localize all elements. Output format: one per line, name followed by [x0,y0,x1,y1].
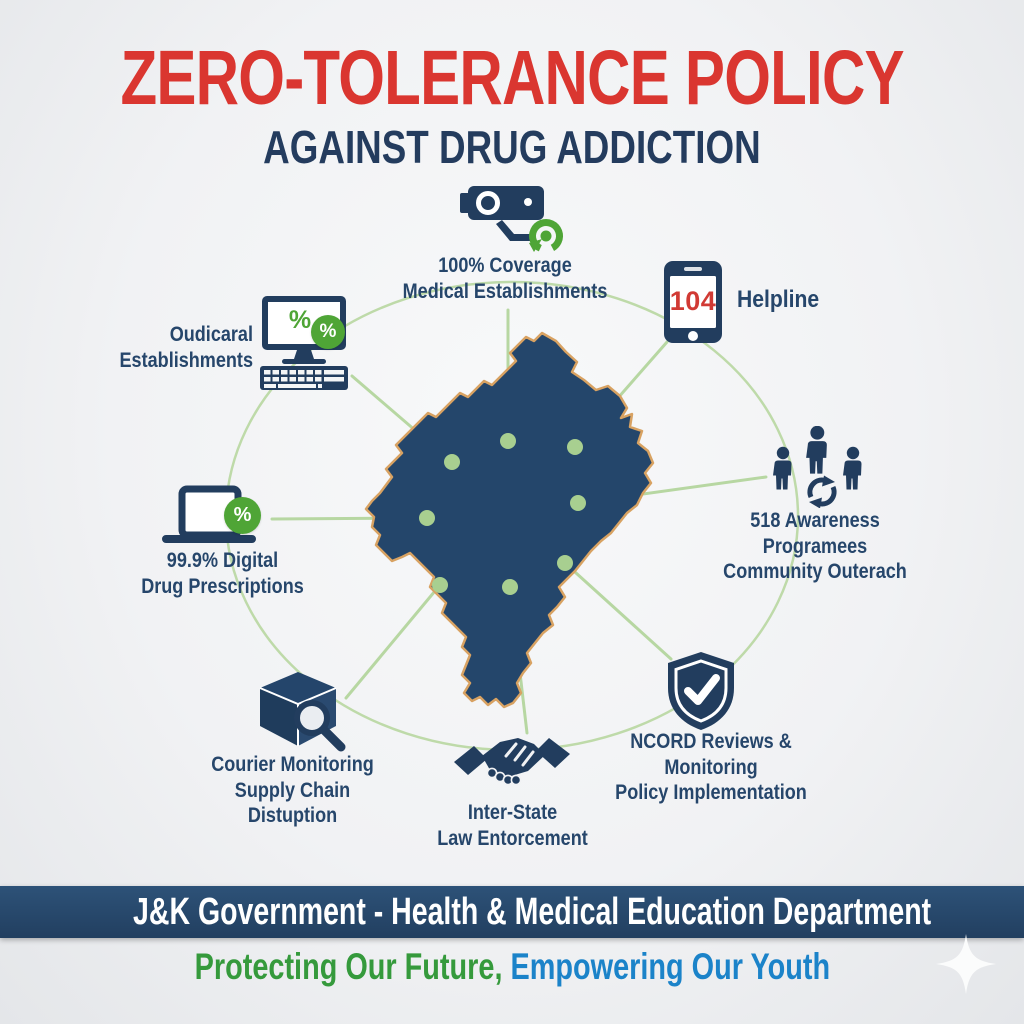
department-name: J&K Government - Health & Medical Educat… [133,891,932,933]
cctv-camera-icon [450,180,582,260]
percent-badge: % [311,315,345,349]
jk-map-silhouette [364,331,655,709]
package-magnifier-icon [246,666,352,754]
ncord-label: NCORD Reviews & Monitoring Policy Implem… [615,730,807,805]
courier-label: Courier Monitoring Supply Chain Distupti… [211,753,374,828]
poster-subtitle: AGAINST DRUG ADDICTION [263,121,761,173]
awareness-label: 518 Awareness Programees Community Outer… [723,509,907,584]
shield-check-icon [660,648,742,734]
map-dot [500,433,516,449]
mobile-phone-icon: 104 [663,260,723,344]
tagline-green: Protecting Our Future, [194,946,503,987]
connector-line-ncord [563,561,673,661]
sparkle-icon [936,934,996,994]
surveillance-label: 100% Coverage Medical Establishments [402,254,608,303]
tagline-blue: Empowering Our Youth [510,946,830,987]
map-dot [570,495,586,511]
title-block: ZERO-TOLERANCE POLICY AGAINST DRUG ADDIC… [0,35,1024,173]
connector-line-courier [344,583,442,700]
laptop-icon: % [158,484,274,548]
helpline-label: Helpline [737,286,820,313]
department-banner: J&K Government - Health & Medical Educat… [0,886,1024,938]
map-dot [432,577,448,593]
helpline-number: 104 [669,286,717,316]
map-dot [567,439,583,455]
cycle-arrows-icon [807,475,837,509]
interstate-label: Inter-State Law Entorcement [437,801,588,850]
map-dot [444,454,460,470]
people-group-icon [766,425,878,509]
tagline: Protecting Our Future, Empowering Our Yo… [0,946,1024,988]
poster-title: ZERO-TOLERANCE POLICY [120,35,904,121]
map-dot [557,555,573,571]
desktop-computer-icon: % % [256,294,356,390]
map-dot [419,510,435,526]
establishments-label: Oudicaral Establishments [119,323,253,372]
screen-percent-symbol: % [288,306,312,334]
map-dot [502,579,518,595]
map-dots [419,433,586,595]
percent-badge: % [224,497,261,534]
handshake-icon [452,722,572,798]
prescriptions-label: 99.9% Digital Drug Prescriptions [141,549,304,598]
